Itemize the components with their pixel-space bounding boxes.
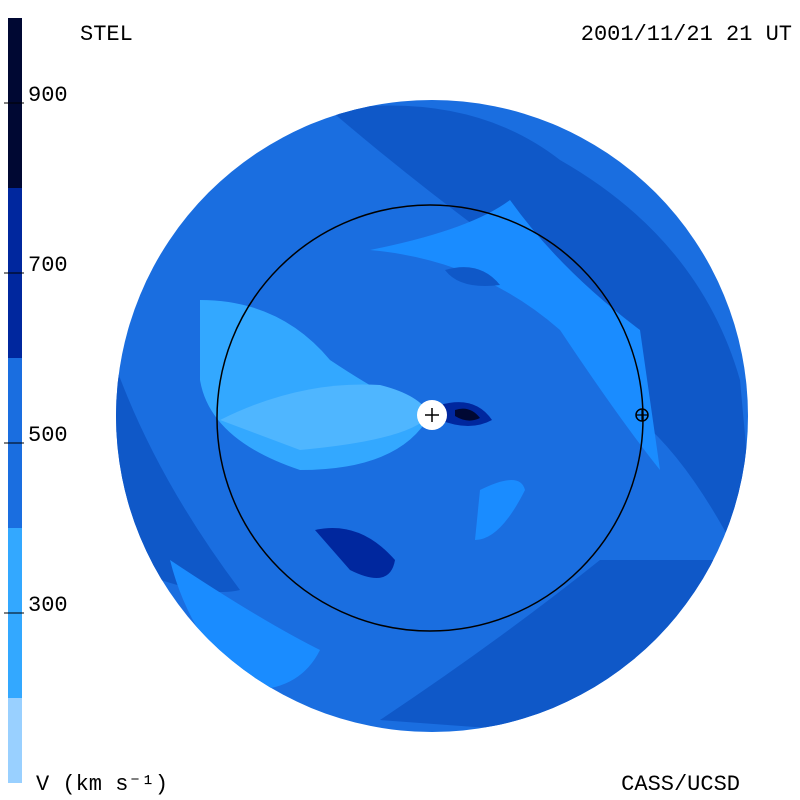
- source-label: STEL: [80, 22, 133, 47]
- colorbar-tick-label: 500: [28, 423, 68, 448]
- colorbar-band: [8, 698, 22, 783]
- colorbar-label: V (km s⁻¹): [36, 772, 168, 797]
- velocity-map: [116, 100, 748, 732]
- colorbar-tick-label: 300: [28, 593, 68, 618]
- colorbar: 300 500 700 900: [4, 18, 68, 783]
- timestamp: 2001/11/21 21 UT: [581, 22, 792, 47]
- credit: CASS/UCSD: [621, 772, 740, 797]
- colorbar-tick-label: 900: [28, 83, 68, 108]
- colorbar-tick-label: 700: [28, 253, 68, 278]
